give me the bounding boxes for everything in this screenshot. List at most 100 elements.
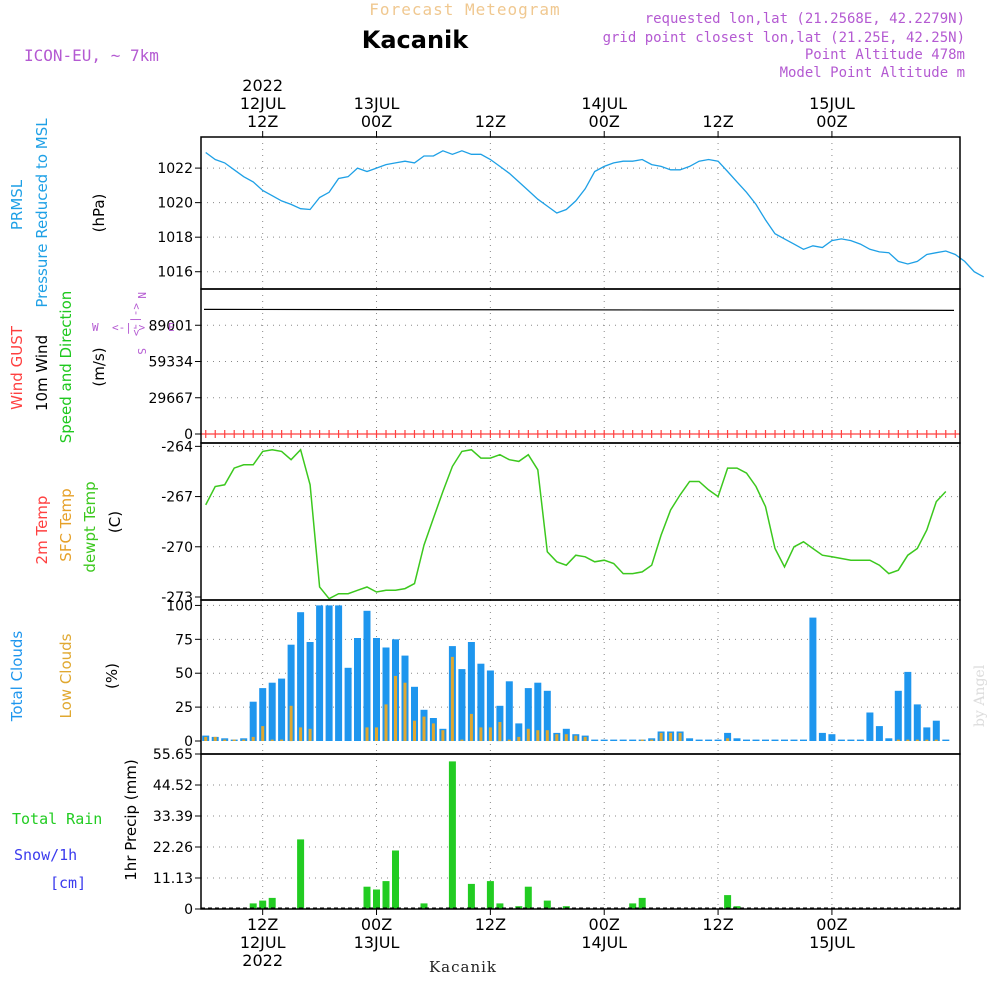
low-cloud-bar <box>536 730 540 741</box>
total-cloud-bar <box>913 704 921 741</box>
total-cloud-bar <box>411 686 418 741</box>
y-tick-label: 1022 <box>157 161 193 177</box>
total-cloud-bar <box>278 678 286 741</box>
temp2m-label: 2m Temp <box>33 496 51 565</box>
panel-frames <box>200 136 961 910</box>
total-cloud-bar <box>316 605 324 741</box>
pressure-unit: (hPa) <box>90 194 108 233</box>
y-tick-labels: 1016 1018 1020 1022 0 29667 59334 89001 -273 -270… <box>148 161 201 918</box>
total-cloud-bar <box>543 690 551 741</box>
total-cloud-bar <box>847 739 855 741</box>
top-date-label: 12JUL <box>240 94 286 113</box>
total-cloud-bar <box>344 667 352 741</box>
total-cloud-bar <box>923 727 931 741</box>
rain-bar <box>467 883 475 909</box>
pressure-line <box>205 150 985 278</box>
y-tick-label: 59334 <box>148 355 193 371</box>
low-cloud-bar <box>479 727 483 741</box>
low-cloud-bar <box>896 739 900 741</box>
low-cloud-bar <box>394 675 397 741</box>
y-tick-label: -267 <box>161 490 193 506</box>
low-cloud-bar <box>555 734 559 741</box>
rain-bar <box>373 889 380 909</box>
low-cloud-bar <box>488 727 492 741</box>
total-cloud-bar <box>818 732 826 741</box>
y-tick-label: 75 <box>175 632 193 648</box>
total-cloud-bar <box>591 739 599 741</box>
bottom-date-label: 00Z <box>589 915 620 934</box>
total-cloud-bar <box>771 739 779 741</box>
low-clouds-label: Low Clouds <box>57 633 75 718</box>
total-cloud-bar <box>629 739 637 741</box>
wind-unit: (m/s) <box>90 347 108 386</box>
low-cloud-bar <box>669 732 673 741</box>
total-cloud-bar <box>600 739 608 741</box>
pressure-label-long: Pressure Reduced to MSL <box>33 118 51 308</box>
rain-bar <box>524 886 532 909</box>
total-cloud-bar <box>762 739 769 741</box>
total-cloud-bar <box>335 605 343 741</box>
bottom-date-label: 00Z <box>361 915 392 934</box>
low-cloud-bar <box>242 739 246 741</box>
total-cloud-bar <box>695 739 703 741</box>
direction-label: Speed and Direction <box>57 291 75 444</box>
y-tick-label: 55.65 <box>153 747 193 763</box>
top-date-label: 00Z <box>589 112 620 131</box>
location-title: Kacanik <box>362 26 470 54</box>
low-cloud-bar <box>450 656 454 741</box>
rain-bar <box>496 903 504 909</box>
rain-bar <box>363 886 371 909</box>
low-cloud-bar <box>678 732 682 741</box>
top-date-label: 2022 <box>242 76 283 95</box>
low-cloud-bar <box>526 728 530 741</box>
total-cloud-bar <box>752 739 760 741</box>
low-cloud-bar <box>574 735 578 741</box>
total-cloud-bar <box>942 739 950 741</box>
top-date-label: 12Z <box>475 112 506 131</box>
y-tick-label: 0 <box>184 427 193 443</box>
sfc-temp-label: SFC Temp <box>57 488 75 561</box>
top-date-label: 00Z <box>816 112 847 131</box>
y-tick-label: -273 <box>161 590 193 606</box>
compass-south: S <box>135 348 148 355</box>
rain-bar <box>724 895 732 909</box>
wind-speed-line <box>203 308 955 311</box>
total-cloud-bar <box>354 638 361 741</box>
total-cloud-bar <box>297 612 305 741</box>
y-tick-label: 29667 <box>148 391 193 407</box>
y-tick-label: 33.39 <box>153 809 193 825</box>
total-cloud-bar <box>363 610 371 741</box>
total-cloud-bar <box>619 739 627 741</box>
panel-frame <box>200 288 961 444</box>
total-cloud-bar <box>837 739 845 741</box>
low-cloud-bar <box>469 713 473 741</box>
y-tick-label: 89001 <box>148 318 193 334</box>
compass-north: N <box>135 292 148 299</box>
grid-point-coords: grid point closest lon,lat (21.25E, 42.2… <box>603 30 965 46</box>
total-cloud-bar <box>809 617 817 741</box>
rain-bar <box>382 881 390 909</box>
wind-label: 10m Wind <box>33 335 51 411</box>
watermark: by Angel <box>972 664 988 727</box>
total-cloud-bar <box>515 723 523 741</box>
total-cloud-bar <box>894 690 902 741</box>
bottom-date-label: 13JUL <box>354 933 400 952</box>
total-cloud-bar <box>743 739 750 741</box>
panel-frame <box>200 442 961 601</box>
total-cloud-bar <box>932 720 940 741</box>
low-cloud-bar <box>213 736 217 741</box>
temp-unit: (C) <box>106 511 124 533</box>
chart-series <box>201 150 985 909</box>
low-cloud-bar <box>308 728 312 741</box>
compass-east: E <box>168 321 175 334</box>
total-cloud-bar <box>373 638 380 741</box>
total-cloud-bar <box>477 663 485 741</box>
low-cloud-bar <box>460 739 464 741</box>
total-cloud-bar <box>610 739 618 741</box>
bottom-date-label: 15JUL <box>809 933 855 952</box>
total-cloud-bar <box>486 670 494 741</box>
low-cloud-bar <box>261 726 265 741</box>
total-cloud-bar <box>705 739 713 741</box>
y-tick-label: 0 <box>184 902 193 918</box>
